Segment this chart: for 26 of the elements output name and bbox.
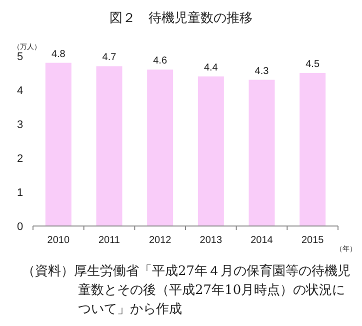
y-tick-label: 4 [16,85,24,97]
bar [248,80,275,226]
y-tick-label: 2 [16,153,24,165]
x-tick-label: 2014 [250,235,274,246]
y-tick-label: 0 [16,221,24,233]
bar [147,70,174,226]
y-tick-label: 5 [16,51,24,63]
bar [45,62,72,226]
bar [300,73,326,226]
data-label: 4.7 [102,52,117,64]
x-tick-label: 2010 [47,235,70,246]
chart-title: 図２ 待機児童数の推移 [110,10,252,26]
data-label: 4.6 [153,56,168,67]
data-label: 4.4 [204,62,218,74]
data-label: 4.5 [306,59,320,70]
x-tick-label: 2012 [148,235,172,246]
y-tick-label: 3 [16,119,24,131]
x-tick-label: 2011 [98,235,120,246]
x-tick-label: 2013 [200,235,222,246]
bar [198,76,224,226]
y-tick-label: 1 [16,187,24,199]
data-label: 4.8 [51,48,66,60]
text: （資料）厚生労働省「平成27年４月の保育園等の待機児童数とその後（平成27年10月時点）の状況について」から作成 [22,262,352,319]
x-tick-label: 2015 [301,235,324,246]
data-label: 4.3 [254,66,270,77]
bar [96,66,122,226]
